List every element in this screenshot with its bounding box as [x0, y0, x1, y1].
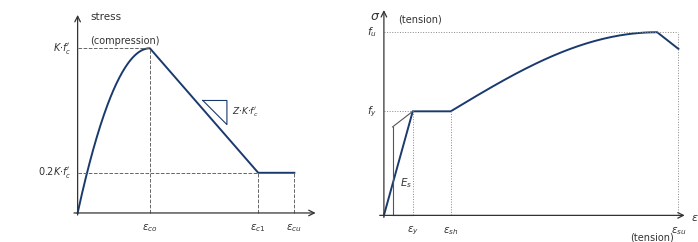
Text: $\varepsilon$: $\varepsilon$ — [691, 213, 698, 223]
Text: $\varepsilon_{sh}$: $\varepsilon_{sh}$ — [443, 225, 459, 237]
Text: $E_s$: $E_s$ — [400, 176, 412, 190]
Text: stress: stress — [91, 12, 121, 22]
Text: $\varepsilon_{cu}$: $\varepsilon_{cu}$ — [286, 223, 302, 234]
Text: $Z{\cdot}K{\cdot}f_c^{\prime}$: $Z{\cdot}K{\cdot}f_c^{\prime}$ — [232, 106, 258, 119]
Text: $f_y$: $f_y$ — [367, 104, 377, 119]
Text: $0.2K{\cdot}f_c^{\prime}$: $0.2K{\cdot}f_c^{\prime}$ — [38, 165, 71, 180]
Text: (tension): (tension) — [398, 15, 442, 24]
Text: (compression): (compression) — [91, 36, 160, 46]
Text: $\sigma$: $\sigma$ — [370, 10, 380, 23]
Text: $\varepsilon_{su}$: $\varepsilon_{su}$ — [671, 225, 686, 237]
Text: (tension): (tension) — [630, 232, 674, 242]
Text: $\varepsilon_{co}$: $\varepsilon_{co}$ — [142, 223, 158, 234]
Text: $f_u$: $f_u$ — [367, 25, 377, 39]
Text: $K{\cdot}f_c^{\prime}$: $K{\cdot}f_c^{\prime}$ — [52, 41, 71, 56]
Text: $\varepsilon_{c1}$: $\varepsilon_{c1}$ — [251, 223, 266, 234]
Text: $\varepsilon_y$: $\varepsilon_y$ — [407, 225, 419, 237]
